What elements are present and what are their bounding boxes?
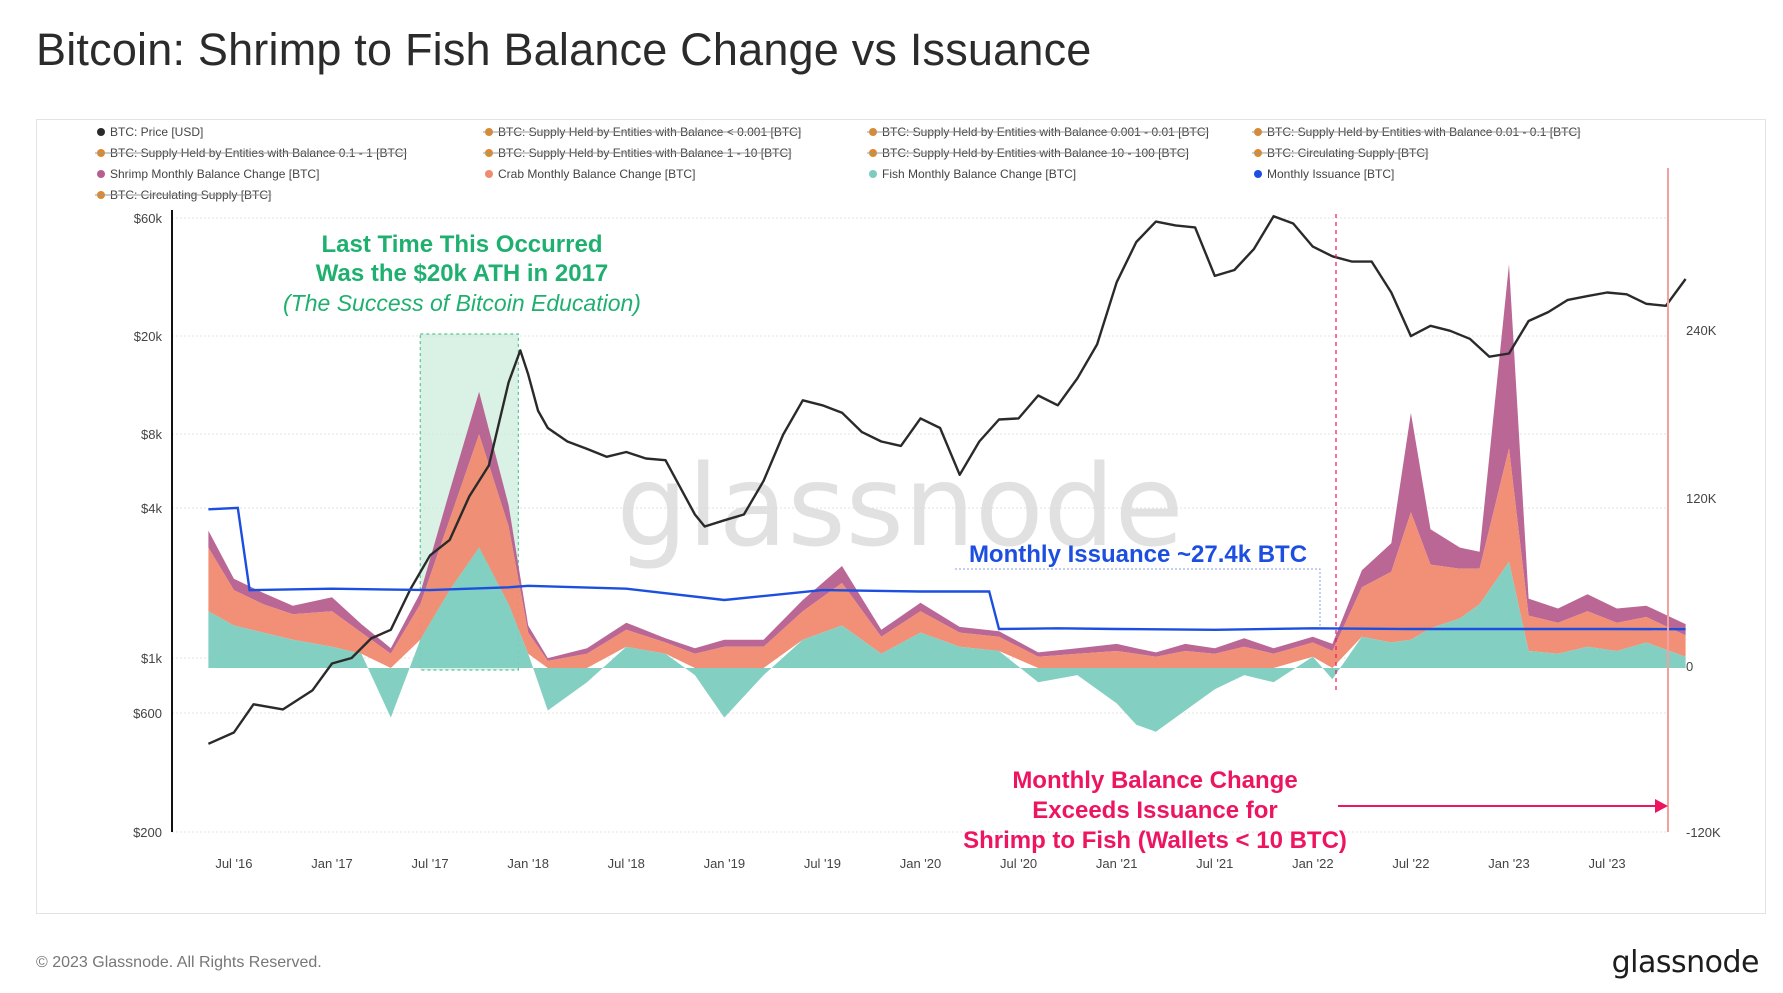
left-axis-tick: $600: [133, 706, 162, 721]
right-axis-tick: 240K: [1686, 323, 1717, 338]
left-axis-tick: $200: [133, 825, 162, 840]
price-line: [207, 215, 1687, 745]
annotation-green-line3: (The Success of Bitcoin Education): [283, 290, 641, 316]
fish-area: [208, 547, 1686, 732]
chart-frame: [36, 119, 1766, 914]
left-axis-tick: $60k: [134, 211, 163, 226]
glassnode-logo: glassnode: [1611, 945, 1760, 980]
legend-marker: [97, 170, 105, 178]
annotation-green-line1: Last Time This Occurred: [322, 231, 603, 258]
legend-item-label: Crab Monthly Balance Change [BTC]: [498, 167, 695, 181]
legend-item-label: Shrimp Monthly Balance Change [BTC]: [110, 167, 319, 181]
annotation-red-line2: Exceeds Issuance for: [1032, 797, 1277, 824]
annotation-issuance-label: Monthly Issuance ~27.4k BTC: [969, 541, 1307, 568]
x-axis-tick: Jan '21: [1096, 856, 1138, 871]
x-axis-tick: Jan '19: [704, 856, 746, 871]
x-axis-tick: Jul '19: [804, 856, 841, 871]
right-axis-tick: 120K: [1686, 491, 1717, 506]
x-axis-tick: Jul '16: [215, 856, 252, 871]
crab-area: [208, 434, 1686, 668]
left-axis-tick: $20k: [134, 329, 163, 344]
x-axis-tick: Jan '18: [507, 856, 549, 871]
x-axis-tick: Jul '18: [608, 856, 645, 871]
chart-title: Bitcoin: Shrimp to Fish Balance Change v…: [36, 24, 1092, 75]
legend-item-label: Monthly Issuance [BTC]: [1267, 167, 1394, 181]
issuance-line: [208, 506, 1686, 632]
annotation-red-line3: Shrimp to Fish (Wallets < 10 BTC): [963, 827, 1347, 854]
legend-item-label: BTC: Price [USD]: [110, 125, 203, 139]
legend-item-label: Fish Monthly Balance Change [BTC]: [882, 167, 1076, 181]
left-axis-tick: $8k: [141, 427, 162, 442]
x-axis-tick: Jul '22: [1392, 856, 1429, 871]
annotation-red-line1: Monthly Balance Change: [1012, 767, 1297, 794]
legend-marker: [869, 170, 877, 178]
legend-marker: [1254, 170, 1262, 178]
left-axis-tick: $4k: [141, 501, 162, 516]
legend-marker: [97, 128, 105, 136]
x-axis-tick: Jan '17: [311, 856, 353, 871]
x-axis-tick: Jan '23: [1488, 856, 1530, 871]
x-axis-tick: Jan '22: [1292, 856, 1334, 871]
x-axis-tick: Jul '21: [1196, 856, 1233, 871]
right-axis-tick: 0: [1686, 659, 1693, 674]
x-axis-tick: Jul '20: [1000, 856, 1037, 871]
left-axis-tick: $1k: [141, 651, 162, 666]
copyright-footer: © 2023 Glassnode. All Rights Reserved.: [36, 954, 322, 971]
issuance-bracket: [955, 568, 1321, 628]
legend-marker: [485, 170, 493, 178]
right-axis-tick: -120K: [1686, 825, 1721, 840]
watermark-text: glassnode: [616, 442, 1183, 572]
x-axis-tick: Jul '23: [1588, 856, 1625, 871]
x-axis-tick: Jan '20: [900, 856, 942, 871]
x-axis-tick: Jul '17: [411, 856, 448, 871]
shrimp-area: [208, 264, 1686, 661]
red-arrow-head: [1655, 799, 1668, 813]
annotation-green-line2: Was the $20k ATH in 2017: [316, 260, 609, 287]
